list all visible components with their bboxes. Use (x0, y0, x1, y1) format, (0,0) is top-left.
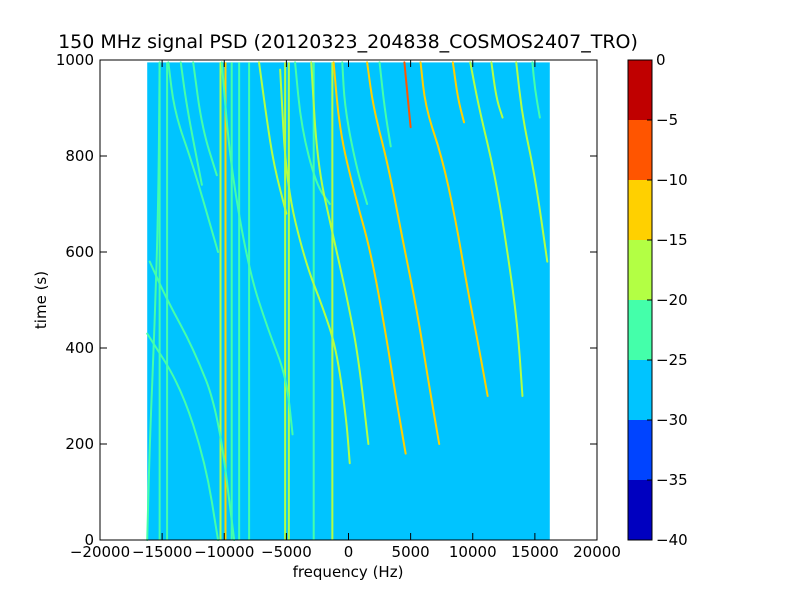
y-tick-label: 200 (65, 435, 94, 453)
colorbar: 0 −5 −10 −15 −20 −25 −30 −35 −40 (627, 51, 688, 549)
signal-track-3 (167, 61, 220, 253)
x-tick-label: −20000 (70, 543, 130, 561)
colorbar-band-7 (628, 480, 652, 540)
y-axis-label: time (s) (32, 271, 50, 329)
x-tick-label: 5000 (392, 543, 430, 561)
x-tick-label: 10000 (449, 543, 497, 561)
signal-track-11 (341, 61, 369, 205)
y-axis-ticks: 0 200 400 600 800 1000 (56, 51, 597, 549)
signal-track-13 (403, 61, 412, 129)
signal-track-10 (332, 61, 407, 455)
y-tick-label: 800 (65, 147, 94, 165)
signal-track-5 (220, 61, 294, 436)
plot-area: −20000 −15000 −10000 −5000 0 5000 10000 15000 20… (56, 51, 621, 561)
signal-track-12 (366, 61, 441, 445)
colorbar-band-4 (628, 300, 652, 360)
heatmap (146, 61, 550, 541)
signal-track-14 (419, 61, 489, 397)
x-tick-label: −15000 (132, 543, 192, 561)
signal-track-20 (179, 61, 203, 186)
colorbar-band-0 (628, 60, 652, 120)
colorbar-tick-label: −10 (656, 171, 688, 189)
x-tick-label: 15000 (511, 543, 559, 561)
signal-track-17 (490, 61, 504, 119)
signal-track-4 (192, 61, 218, 177)
x-tick-label: 20000 (573, 543, 621, 561)
colorbar-tick-label: −35 (656, 471, 688, 489)
signal-track-7 (279, 68, 351, 465)
colorbar-tick-label: −5 (656, 111, 678, 129)
x-tick-label: −10000 (194, 543, 254, 561)
colorbar-tick-label: 0 (656, 51, 666, 69)
signal-track-9 (310, 61, 370, 445)
y-tick-label: 400 (65, 339, 94, 357)
y-tick-label: 0 (84, 531, 94, 549)
colorbar-tick-label: −40 (656, 531, 688, 549)
signal-track-18 (515, 61, 549, 263)
colorbar-tick-label: −25 (656, 351, 688, 369)
signal-track-19 (531, 61, 541, 119)
colorbar-band-5 (628, 360, 652, 420)
x-tick-label: −5000 (261, 543, 312, 561)
colorbar-band-3 (628, 240, 652, 300)
colorbar-band-2 (628, 180, 652, 240)
x-tick-label: 0 (344, 543, 354, 561)
signal-track-2 (146, 332, 220, 541)
colorbar-band-6 (628, 420, 652, 480)
colorbar-tick-label: −30 (656, 411, 688, 429)
signal-track-21 (378, 61, 392, 148)
signal-track-0 (146, 61, 161, 541)
signal-track-6 (258, 61, 288, 215)
y-tick-label: 600 (65, 243, 94, 261)
signal-track-15 (451, 61, 466, 124)
x-axis-label: frequency (Hz) (293, 563, 404, 581)
chart-title: 150 MHz signal PSD (20120323_204838_COSM… (58, 31, 638, 53)
colorbar-tick-label: −15 (656, 231, 688, 249)
signal-track-16 (469, 61, 524, 397)
colorbar-tick-label: −20 (656, 291, 688, 309)
colorbar-band-1 (628, 120, 652, 180)
signal-track-1 (148, 260, 236, 541)
x-axis-ticks: −20000 −15000 −10000 −5000 0 5000 10000 15000 20… (70, 60, 621, 561)
signal-track-8 (294, 61, 331, 205)
y-tick-label: 1000 (56, 51, 94, 69)
